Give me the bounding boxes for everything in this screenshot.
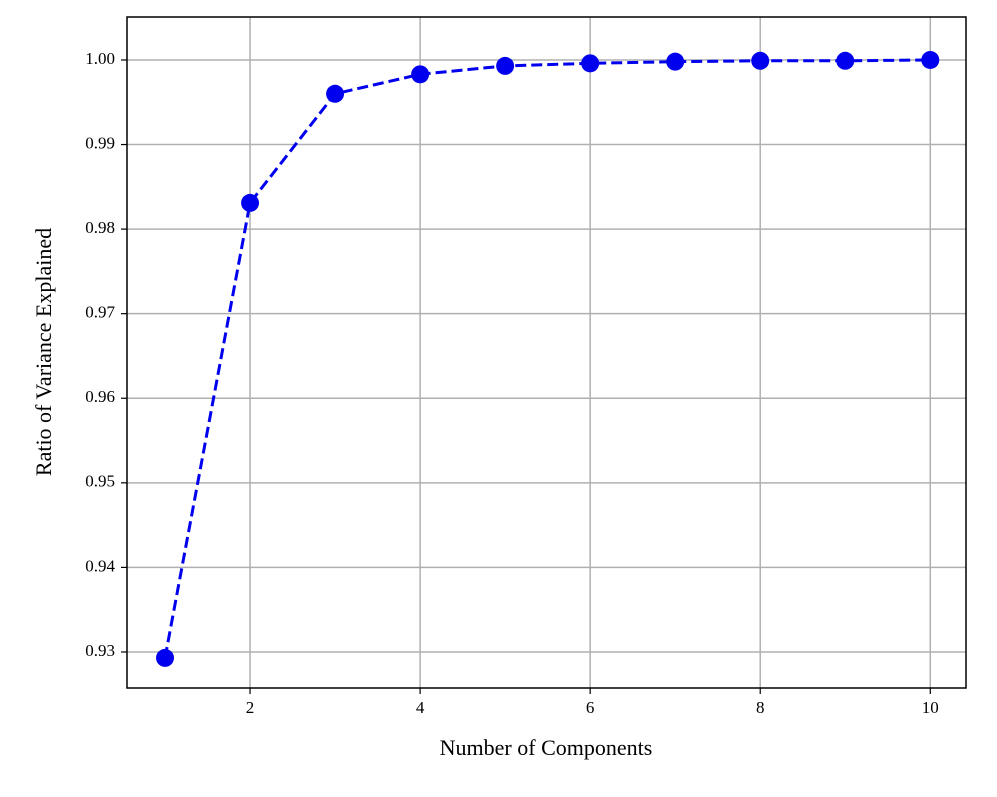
y-axis-label: Ratio of Variance Explained <box>31 228 56 476</box>
x-tick-label: 10 <box>922 698 939 717</box>
y-tick-label: 0.93 <box>85 641 115 660</box>
y-tick-label: 1.00 <box>85 49 115 68</box>
y-tick-label: 0.98 <box>85 218 115 237</box>
y-tick-label: 0.99 <box>85 133 115 152</box>
x-tick-label: 6 <box>586 698 595 717</box>
data-point <box>921 50 940 69</box>
y-tick-label: 0.94 <box>85 556 115 575</box>
y-tick-label: 0.95 <box>85 472 115 491</box>
y-tick-label: 0.97 <box>85 303 115 322</box>
data-point <box>241 193 260 212</box>
data-point <box>496 56 515 75</box>
x-axis-label: Number of Components <box>440 735 653 760</box>
x-tick-label: 8 <box>756 698 765 717</box>
x-tick-label: 4 <box>416 698 425 717</box>
data-point <box>836 51 855 70</box>
data-point <box>581 54 600 73</box>
plot-frame <box>126 16 967 689</box>
data-point <box>156 648 175 667</box>
x-tick-label: 2 <box>246 698 255 717</box>
data-line <box>163 58 931 659</box>
data-point <box>666 52 685 71</box>
data-point <box>326 84 345 103</box>
data-point <box>751 51 770 70</box>
data-point <box>411 65 430 84</box>
y-tick-label: 0.96 <box>85 387 115 406</box>
